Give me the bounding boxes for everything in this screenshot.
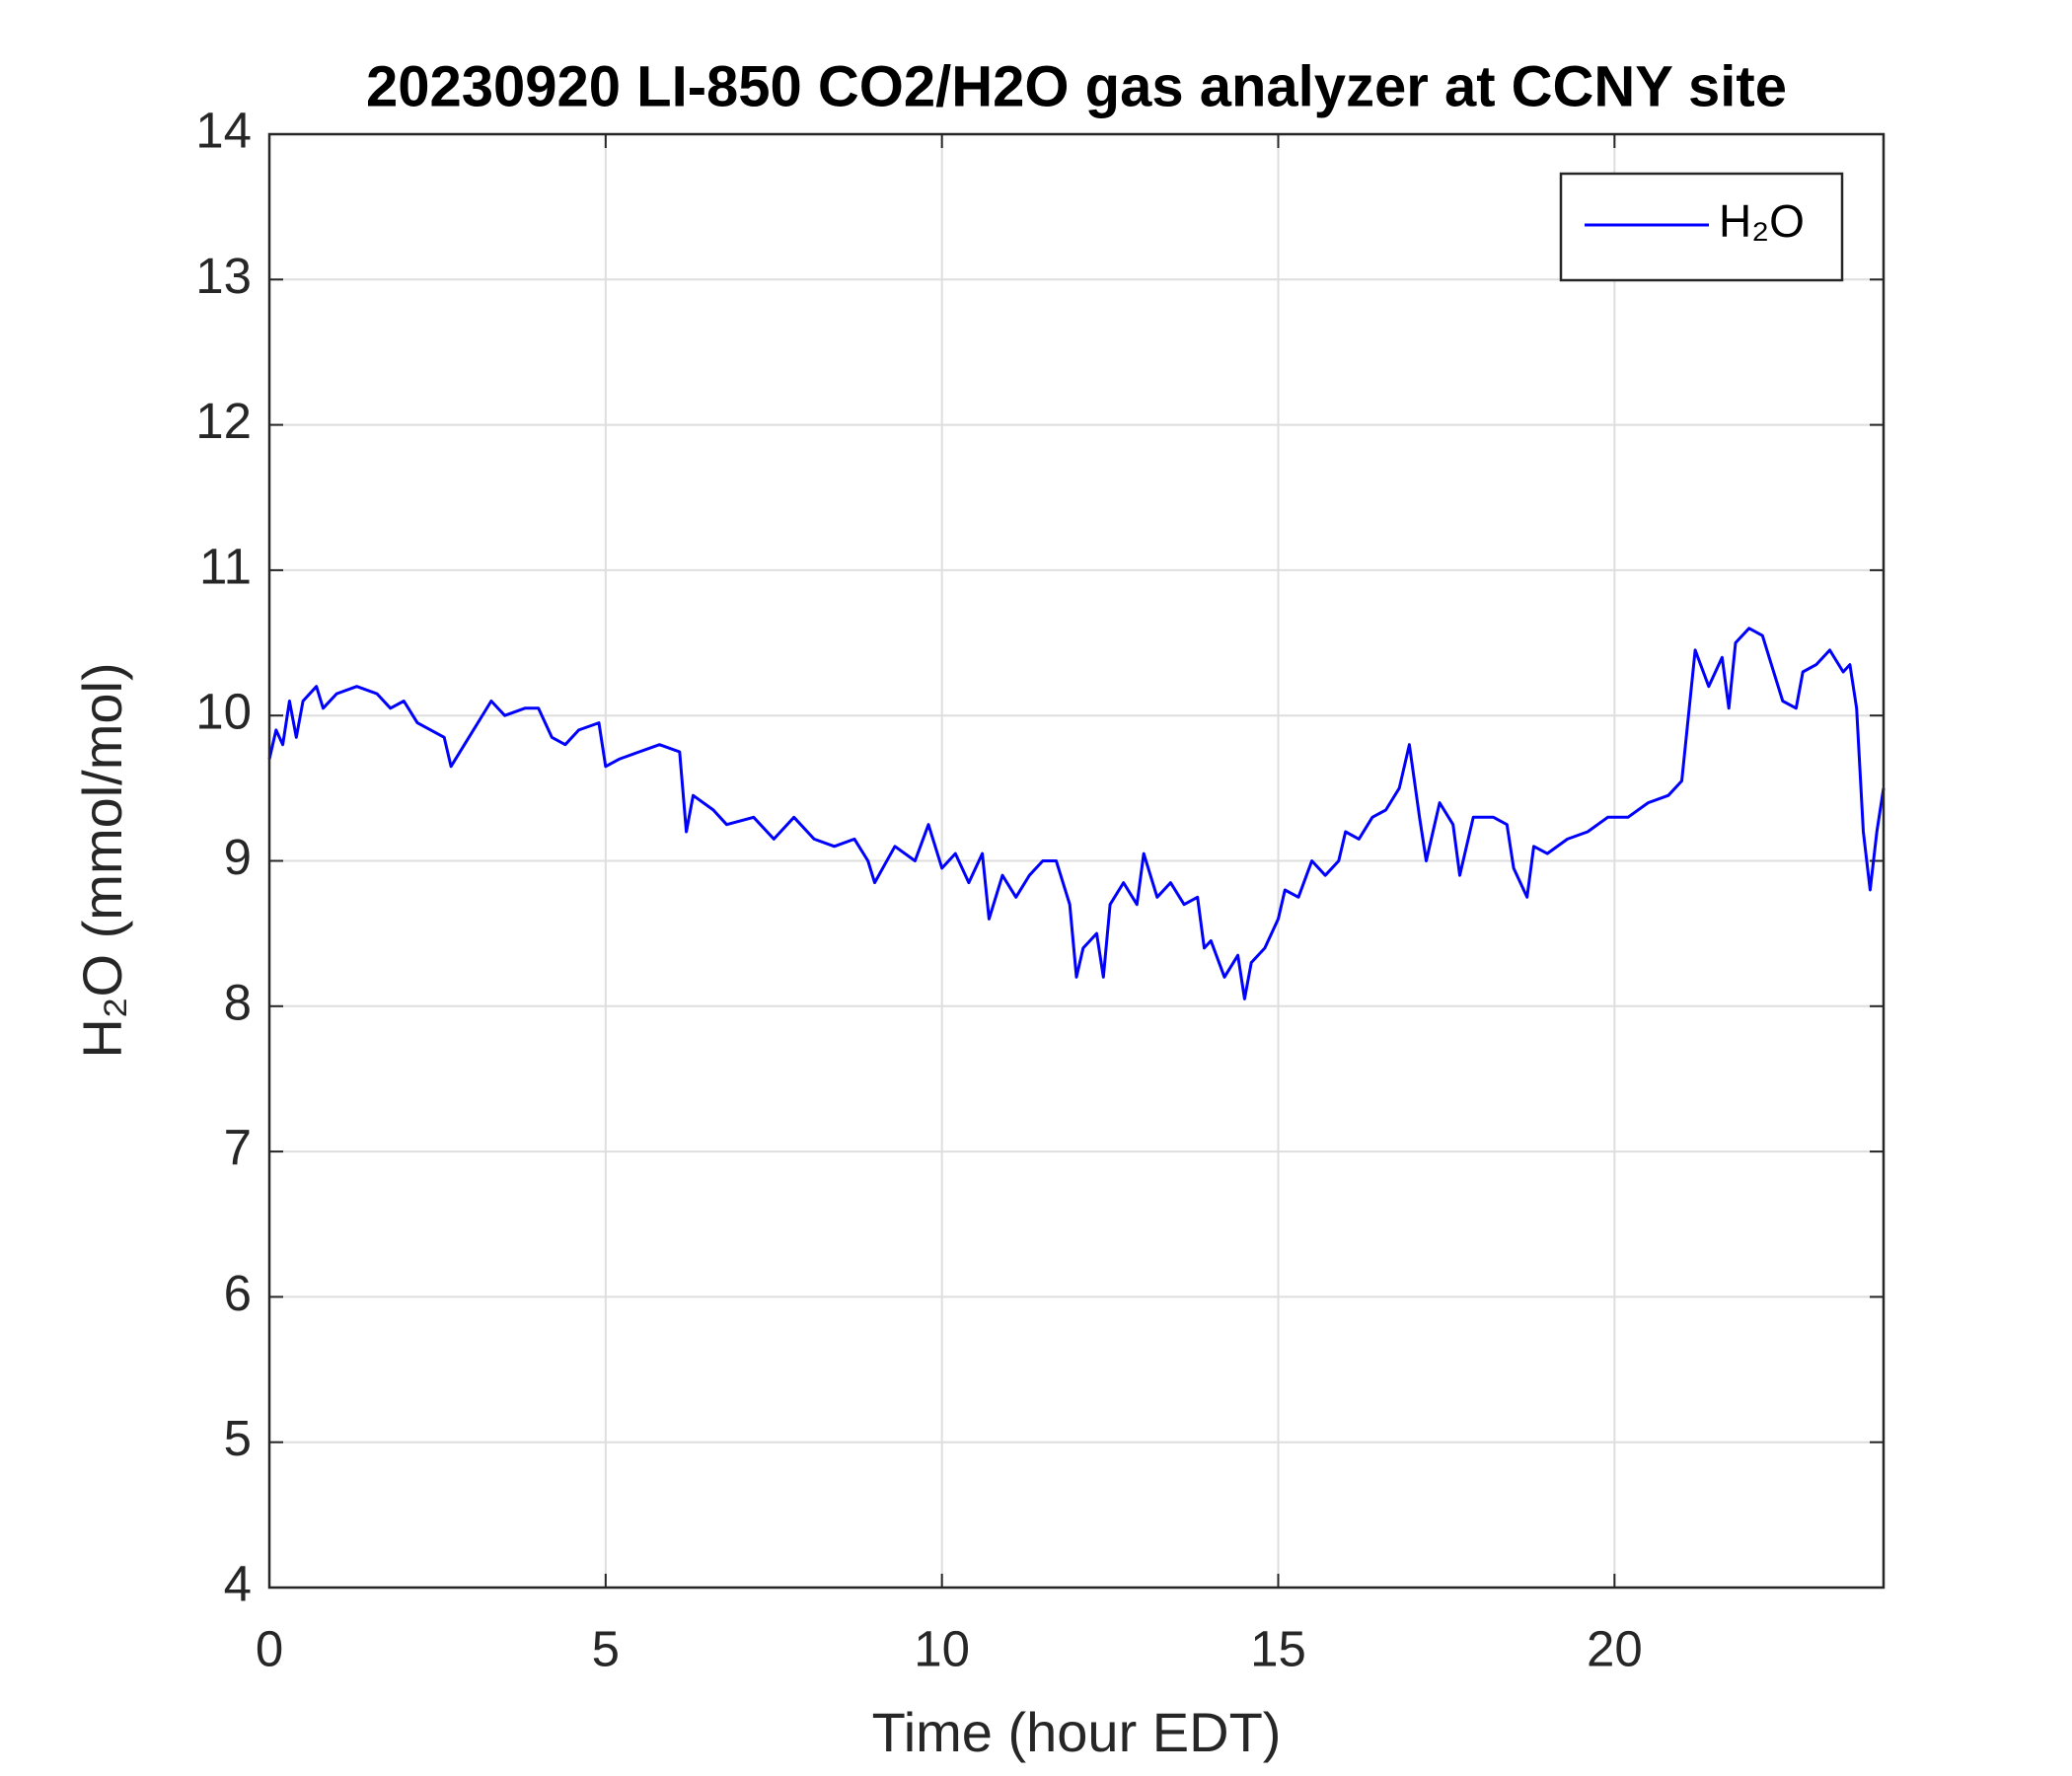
x-tick-label: 0 <box>256 1620 283 1676</box>
y-tick-label: 6 <box>224 1265 252 1321</box>
y-tick-label: 10 <box>195 684 252 740</box>
data-line <box>267 627 1886 1000</box>
y-tick-label: 7 <box>224 1120 252 1176</box>
x-tick-label: 20 <box>1587 1620 1643 1676</box>
y-tick-label: 14 <box>195 102 252 158</box>
y-tick-label: 13 <box>195 248 252 304</box>
x-tick-label: 15 <box>1250 1620 1306 1676</box>
y-tick-label: 4 <box>224 1555 252 1611</box>
legend-box <box>1559 172 1844 282</box>
x-tick-label: 10 <box>914 1620 970 1676</box>
y-axis-label: H₂O (mmol/mol) <box>71 662 133 1058</box>
chart-title: 20230920 LI-850 CO2/H2O gas analyzer at … <box>366 54 1787 118</box>
x-tick-label: 5 <box>592 1620 620 1676</box>
x-axis-label: Time (hour EDT) <box>872 1701 1282 1763</box>
y-tick-label: 11 <box>199 538 252 594</box>
legend-label: H₂O <box>1719 195 1805 247</box>
y-tick-label: 8 <box>224 974 252 1030</box>
plot-frame <box>267 132 1886 1590</box>
y-tick-label: 5 <box>224 1410 252 1466</box>
y-tick-label: 12 <box>195 393 252 449</box>
y-tick-label: 9 <box>224 829 252 885</box>
